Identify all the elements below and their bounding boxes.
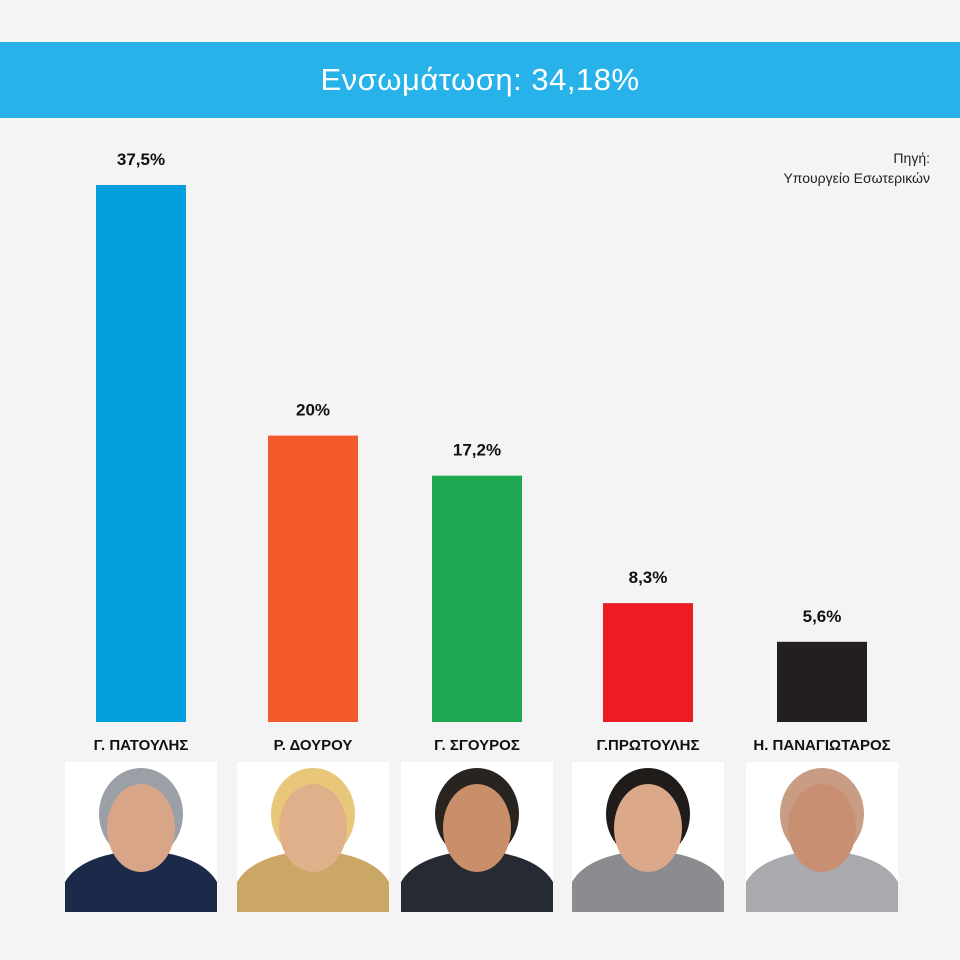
portrait-face [279, 784, 347, 872]
bar-value-label: 5,6% [803, 607, 842, 626]
portrait-face [107, 784, 175, 872]
bar-value-label: 8,3% [629, 568, 668, 587]
portrait-shoulders [746, 850, 898, 912]
portrait-shoulders [572, 850, 724, 912]
source-label: Πηγή: [893, 150, 930, 166]
portrait-face [788, 784, 856, 872]
bar-value-label: 37,5% [117, 150, 165, 169]
bar-value-label: 20% [296, 401, 330, 420]
category-label: Ρ. ΔΟΥΡΟΥ [274, 737, 353, 754]
bar-value-label: 17,2% [453, 441, 501, 460]
bar [96, 185, 186, 722]
portrait-shoulders [65, 850, 217, 912]
category-label: Γ. ΣΓΟΥΡΟΣ [434, 737, 520, 754]
category-label: Γ.ΠΡΩΤΟΥΛΗΣ [596, 737, 699, 754]
chart-title: Ενσωμάτωση: 34,18% [320, 62, 640, 97]
source-note: Πηγή: Υπουργείο Εσωτερικών [783, 148, 930, 188]
portrait-shoulders [237, 850, 389, 912]
person-photo-icon [237, 762, 389, 912]
bar [777, 641, 867, 722]
person-photo-icon [746, 762, 898, 912]
category-label: Η. ΠΑΝΑΓΙΩΤΑΡΟΣ [753, 737, 890, 754]
portrait-shoulders [401, 850, 553, 912]
person-photo-icon [572, 762, 724, 912]
title-banner: Ενσωμάτωση: 34,18% [0, 42, 960, 118]
category-label: Γ. ΠΑΤΟΥΛΗΣ [94, 737, 189, 754]
bar [432, 475, 522, 722]
bar [603, 603, 693, 722]
source-value: Υπουργείο Εσωτερικών [783, 170, 930, 186]
portrait-face [614, 784, 682, 872]
bar [268, 435, 358, 722]
person-photo-icon [401, 762, 553, 912]
portrait-face [443, 784, 511, 872]
person-photo-icon [65, 762, 217, 912]
